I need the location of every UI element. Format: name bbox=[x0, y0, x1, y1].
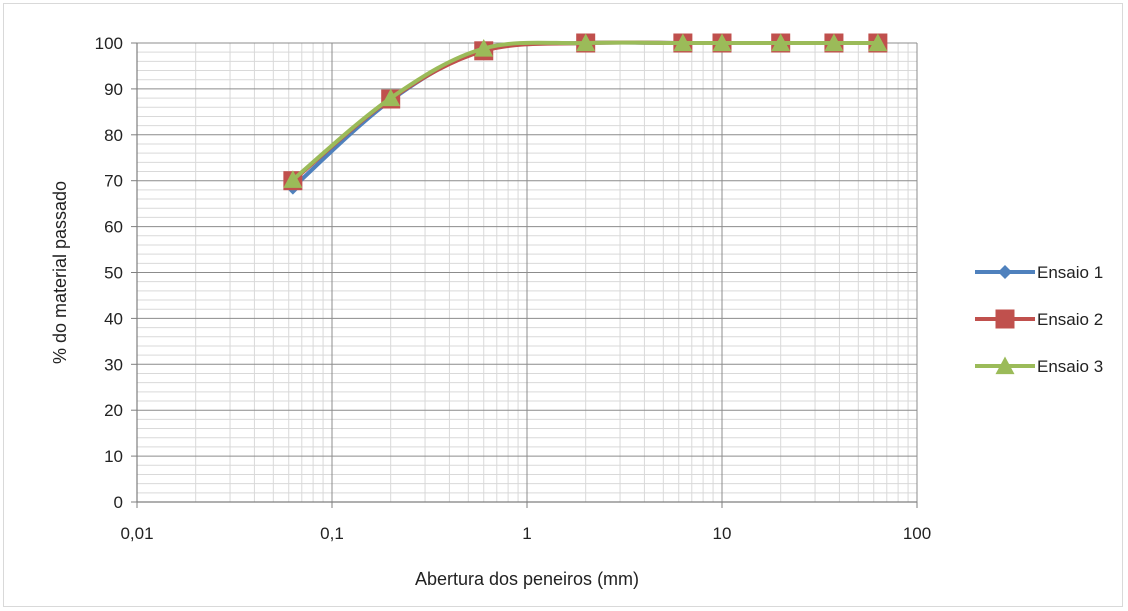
legend-item-ensaio-3: Ensaio 3 bbox=[975, 356, 1103, 376]
tick-labels: 0 10 20 30 40 50 60 70 80 90 100 0,01 0,1 1 10 100 bbox=[95, 34, 932, 543]
data-point-ensaio-3 bbox=[283, 170, 303, 188]
legend: Ensaio 1 Ensaio 2 Ensaio 3 bbox=[975, 263, 1103, 376]
y-axis-title: % do material passado bbox=[50, 181, 70, 364]
y-tick-label: 100 bbox=[95, 34, 123, 53]
legend-label-ensaio-1: Ensaio 1 bbox=[1037, 263, 1103, 282]
chart-frame bbox=[3, 3, 1123, 607]
x-tick-label: 10 bbox=[713, 524, 732, 543]
data-point-ensaio-3 bbox=[673, 33, 693, 52]
data-point-ensaio-3 bbox=[474, 39, 494, 57]
data-point-ensaio-3 bbox=[712, 33, 732, 52]
y-tick-label: 60 bbox=[104, 218, 123, 237]
x-tick-label: 0,01 bbox=[120, 524, 153, 543]
y-tick-label: 70 bbox=[104, 172, 123, 191]
y-tick-label: 40 bbox=[104, 309, 123, 328]
data-point-ensaio-3 bbox=[771, 33, 791, 52]
x-tick-label: 0,1 bbox=[320, 524, 344, 543]
y-tick-label: 30 bbox=[104, 355, 123, 374]
series bbox=[283, 33, 888, 195]
y-tick-label: 80 bbox=[104, 126, 123, 145]
legend-label-ensaio-3: Ensaio 3 bbox=[1037, 357, 1103, 376]
y-tick-label: 90 bbox=[104, 80, 123, 99]
y-tick-label: 20 bbox=[104, 401, 123, 420]
legend-label-ensaio-2: Ensaio 2 bbox=[1037, 310, 1103, 329]
series-ensaio-3 bbox=[283, 33, 888, 188]
legend-marker-ensaio-1 bbox=[998, 265, 1012, 279]
y-tick-label: 0 bbox=[114, 493, 123, 512]
x-tick-label: 100 bbox=[903, 524, 931, 543]
legend-marker-ensaio-3 bbox=[995, 356, 1015, 375]
y-tick-label: 50 bbox=[104, 264, 123, 283]
legend-item-ensaio-1: Ensaio 1 bbox=[975, 263, 1103, 282]
y-tick-label: 10 bbox=[104, 447, 123, 466]
data-point-ensaio-3 bbox=[824, 33, 844, 52]
x-axis-title: Abertura dos peneiros (mm) bbox=[415, 569, 639, 589]
grid bbox=[131, 42, 918, 508]
data-point-ensaio-3 bbox=[381, 88, 401, 107]
data-point-ensaio-3 bbox=[576, 33, 596, 52]
x-tick-label: 1 bbox=[522, 524, 531, 543]
legend-marker-ensaio-2 bbox=[995, 309, 1015, 329]
legend-item-ensaio-2: Ensaio 2 bbox=[975, 309, 1103, 329]
data-point-ensaio-3 bbox=[868, 33, 888, 52]
